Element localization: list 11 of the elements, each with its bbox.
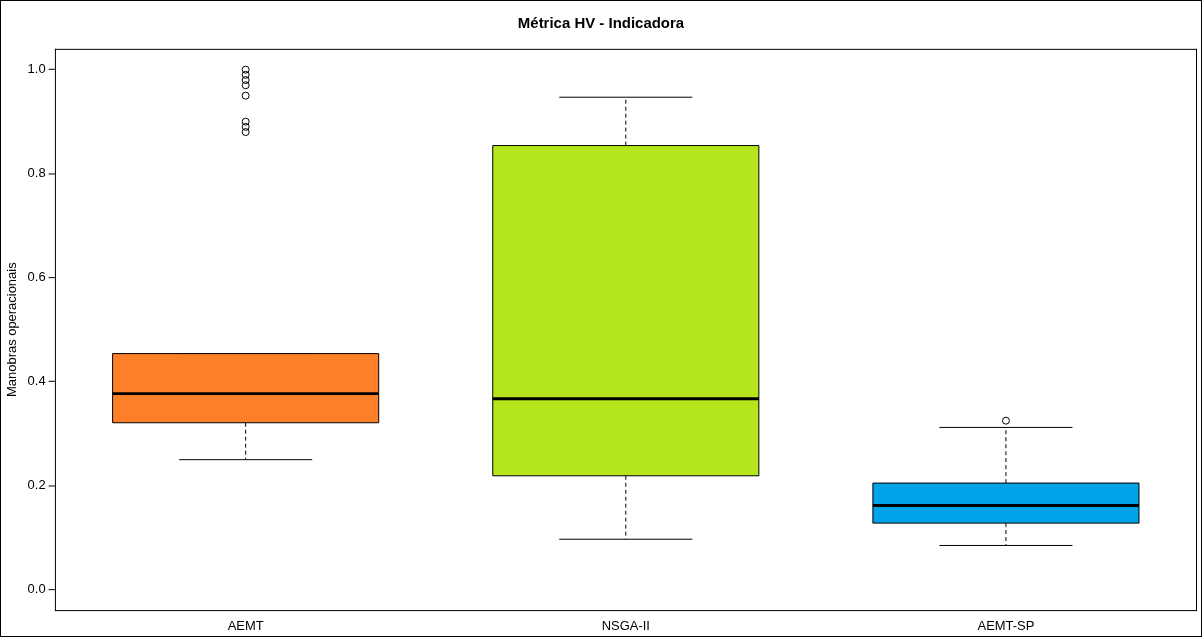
y-axis-title: Manobras operacionais [4, 261, 20, 397]
x-tick-label: AEMT [227, 617, 264, 633]
y-tick-label: 0.2 [27, 477, 46, 493]
chart-title: Métrica HV - Indicadora [517, 14, 685, 32]
y-tick-label: 0.8 [27, 165, 46, 181]
x-tick-label: AEMT-SP [977, 617, 1035, 633]
y-tick-label: 0.4 [27, 373, 46, 389]
y-tick-label: 0.0 [27, 581, 46, 597]
y-tick-label: 1.0 [27, 61, 46, 77]
x-tick-label: NSGA-II [601, 617, 650, 633]
y-tick-label: 0.6 [27, 269, 46, 285]
